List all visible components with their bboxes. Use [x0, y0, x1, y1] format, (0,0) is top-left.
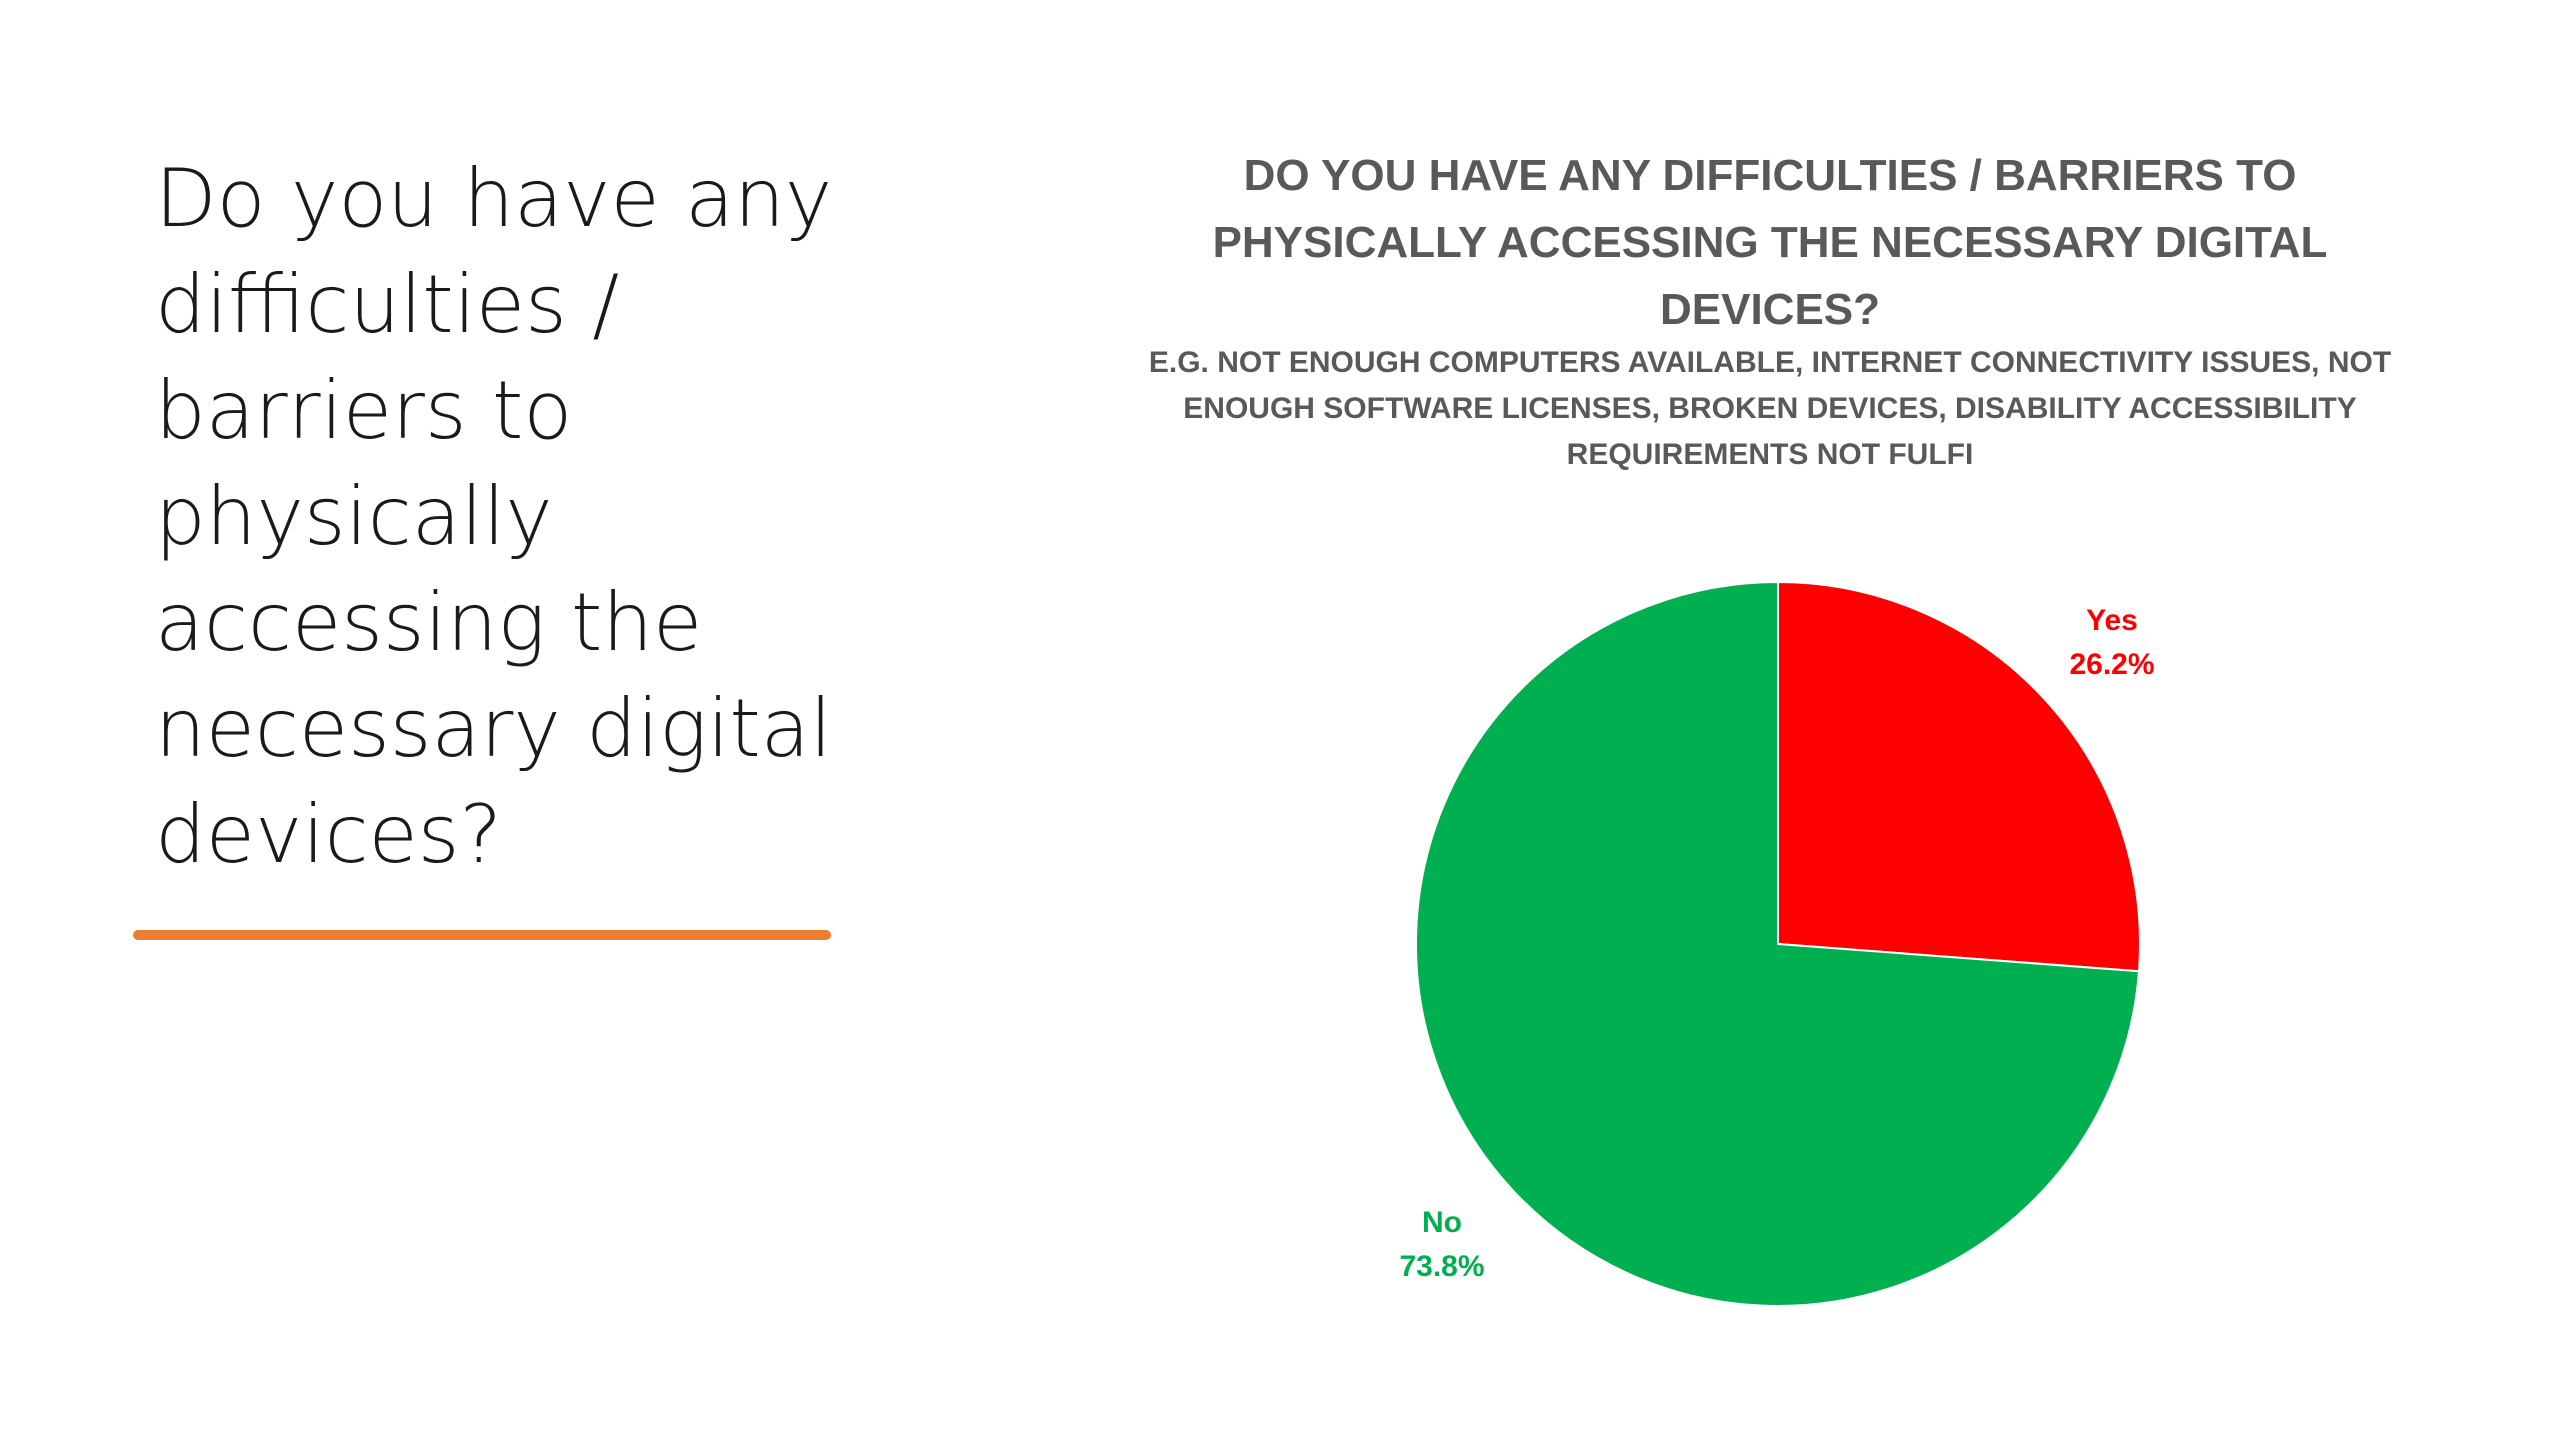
pie-slice-no — [1415, 580, 2141, 1307]
slide-heading: Do you have any difficulties / barriers … — [155, 152, 833, 881]
slice-label-yes: Yes — [2086, 604, 2138, 637]
chart-title: DO YOU HAVE ANY DIFFICULTIES / BARRIERS … — [1212, 151, 2328, 334]
slice-value-yes: 26.2% — [2069, 648, 2154, 681]
pie-slice-yes — [1777, 580, 2141, 973]
chart-subtitle: E.G. NOT ENOUGH COMPUTERS AVAILABLE, INT… — [1148, 346, 2392, 471]
slice-value-no: 73.8% — [1399, 1250, 1484, 1283]
slice-label-no: No — [1422, 1206, 1462, 1239]
heading-underline — [133, 930, 831, 940]
